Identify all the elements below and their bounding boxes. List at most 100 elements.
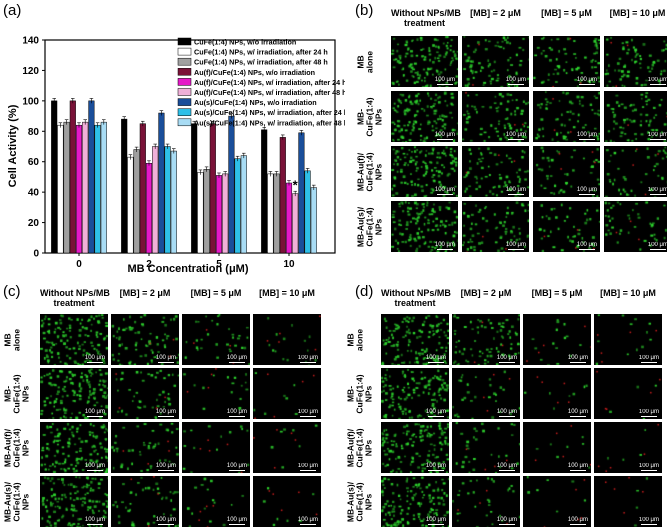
bar — [298, 132, 305, 254]
fluorescence-image: 100 μm — [462, 201, 529, 252]
y-tick-label: 100 — [22, 96, 39, 107]
scale-bar-label: 100 μm — [505, 132, 526, 138]
bar — [139, 123, 146, 254]
scale-bar-label: 100 μm — [297, 355, 318, 361]
row-header: MB alone — [345, 328, 364, 351]
column-header: [MB] = 5 μM — [190, 288, 242, 298]
scale-bar-label: 100 μm — [496, 409, 517, 415]
scale-bar: 100 μm — [426, 517, 446, 525]
scale-bar: 100 μm — [497, 463, 517, 471]
scale-bar: 100 μm — [568, 409, 588, 417]
fluorescence-image: 100 μm — [604, 36, 667, 87]
scale-bar-line — [640, 524, 657, 525]
scale-bar-line — [86, 524, 103, 525]
bar — [261, 129, 268, 254]
scale-bar-label: 100 μm — [647, 77, 667, 83]
scale-bar-label: 100 μm — [155, 355, 176, 361]
fluorescence-image: 100 μm — [111, 422, 179, 473]
bar — [63, 121, 70, 254]
scale-bar-label: 100 μm — [647, 187, 667, 193]
legend-swatch — [177, 88, 192, 96]
fluorescence-image: 100 μm — [40, 314, 108, 365]
row-header: MB-Au(f)/ CuFe(1:4) NPs — [2, 427, 30, 468]
bar — [215, 175, 223, 254]
bar — [170, 150, 177, 254]
scale-bar: 100 μm — [497, 517, 517, 525]
scale-bar-line — [228, 362, 245, 363]
scale-bar-label: 100 μm — [84, 355, 105, 361]
fluorescence-image: 100 μm — [523, 368, 591, 419]
fluorescence-image: 100 μm — [523, 422, 591, 473]
fluorescence-image: 100 μm — [523, 314, 591, 365]
panel-label-a: (a) — [3, 2, 22, 19]
scale-bar-line — [569, 470, 586, 471]
fluorescence-image: 100 μm — [381, 368, 449, 419]
bar — [234, 158, 241, 254]
scale-bar-line — [640, 470, 657, 471]
legend-entry: Au(f)/CuFe(1:4) NPs, w/ irradiation, aft… — [194, 88, 345, 97]
legend-swatch — [177, 78, 192, 86]
scale-bar: 100 μm — [426, 355, 446, 363]
fluorescence-image: 100 μm — [391, 36, 458, 87]
chart-legend: CuFe(1:4) NPs, w/o irradiationCuFe(1:4) … — [177, 38, 345, 127]
scale-bar: 100 μm — [568, 355, 588, 363]
fluorescence-image: 100 μm — [40, 368, 108, 419]
scale-bar-label: 100 μm — [84, 463, 105, 469]
scale-bar: 100 μm — [506, 132, 526, 140]
scale-bar-label: 100 μm — [505, 242, 526, 248]
row-header: MB-Au(s)/ CuFe(1:4) NPs — [345, 481, 373, 522]
legend-entry: CuFe(1:4) NPs, w/ irradiation, after 24 … — [194, 48, 328, 57]
fluorescence-image: 100 μm — [452, 314, 520, 365]
scale-bar-label: 100 μm — [226, 517, 247, 523]
fluorescence-image: 100 μm — [462, 36, 529, 87]
fluorescence-image: 100 μm — [381, 476, 449, 527]
scale-bar-line — [498, 416, 515, 417]
scale-bar-label: 100 μm — [647, 242, 667, 248]
scale-bar-line — [228, 470, 245, 471]
scale-bar: 100 μm — [639, 463, 659, 471]
scale-bar: 100 μm — [426, 463, 446, 471]
scale-bar-line — [299, 524, 316, 525]
scale-bar: 100 μm — [426, 409, 446, 417]
scale-bar-line — [157, 524, 174, 525]
scale-bar: 100 μm — [577, 242, 597, 250]
scale-bar-line — [569, 416, 586, 417]
bar — [88, 100, 95, 254]
scale-bar-line — [299, 470, 316, 471]
column-header: [MB] = 10 μM — [600, 288, 656, 298]
fluorescence-image: 100 μm — [182, 476, 250, 527]
fluorescence-image: 100 μm — [253, 368, 321, 419]
scale-bar-line — [498, 470, 515, 471]
legend-swatch — [177, 108, 192, 116]
fluorescence-image: 100 μm — [462, 146, 529, 197]
fluorescence-image: 100 μm — [594, 314, 662, 365]
x-axis-label: MB Concentration (μM) — [128, 263, 249, 275]
scale-bar: 100 μm — [227, 409, 247, 417]
scale-bar-line — [427, 524, 444, 525]
fluorescence-image: 100 μm — [533, 201, 600, 252]
fluorescence-image: 100 μm — [604, 146, 667, 197]
legend-entry: Au(f)/CuFe(1:4) NPs, w/o irradiation — [194, 68, 315, 77]
scale-bar: 100 μm — [506, 77, 526, 85]
significance-asterisk: * — [293, 178, 299, 193]
scale-bar-label: 100 μm — [576, 187, 597, 193]
scale-bar: 100 μm — [639, 355, 659, 363]
scale-bar-label: 100 μm — [84, 409, 105, 415]
legend-swatch — [177, 98, 192, 106]
scale-bar-label: 100 μm — [297, 463, 318, 469]
bar — [285, 182, 293, 254]
scale-bar-line — [228, 416, 245, 417]
y-tick-label: 40 — [28, 188, 40, 199]
bar — [51, 100, 58, 254]
scale-bar: 100 μm — [227, 517, 247, 525]
scale-bar-line — [507, 139, 524, 140]
x-tick-label: 2 — [146, 259, 152, 270]
column-header: [MB] = 5 μM — [531, 288, 583, 298]
scale-bar-label: 100 μm — [297, 517, 318, 523]
scale-bar-label: 100 μm — [576, 242, 597, 248]
fluorescence-image: 100 μm — [253, 476, 321, 527]
fluorescence-image: 100 μm — [391, 91, 458, 142]
scale-bar-line — [436, 139, 453, 140]
scale-bar: 100 μm — [298, 517, 318, 525]
bar — [222, 173, 229, 254]
